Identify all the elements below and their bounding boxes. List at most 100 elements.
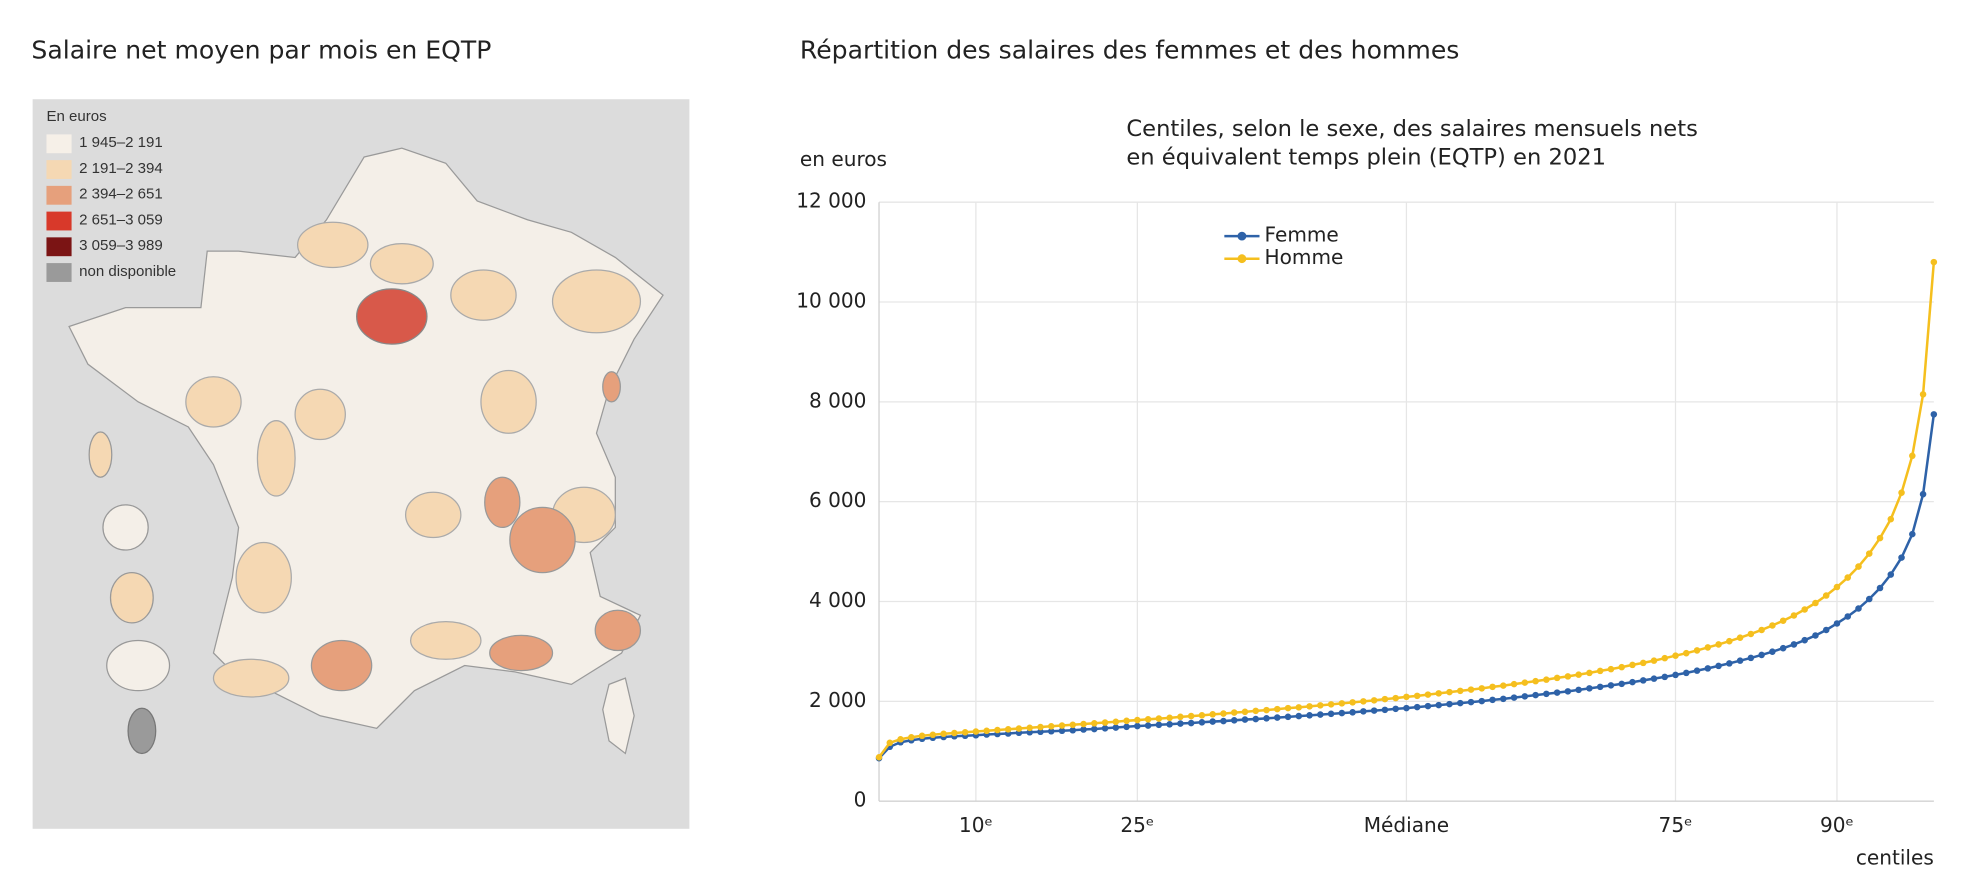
region <box>294 388 346 441</box>
island <box>88 431 113 478</box>
data-point <box>918 732 926 740</box>
data-point <box>1467 686 1475 693</box>
data-point <box>1639 659 1647 667</box>
data-point <box>886 739 894 747</box>
data-point <box>1446 688 1453 696</box>
data-point <box>972 728 980 735</box>
data-point <box>1500 695 1507 703</box>
x-tick-label: 75ᵉ <box>1659 813 1693 837</box>
data-point <box>1467 698 1475 706</box>
data-point <box>1532 677 1539 685</box>
data-point <box>1004 726 1012 733</box>
data-point <box>1801 606 1808 613</box>
region <box>602 371 621 403</box>
data-point <box>1317 702 1324 709</box>
region <box>310 639 373 692</box>
region <box>450 269 517 321</box>
data-point <box>1553 674 1561 682</box>
data-point <box>1241 708 1249 716</box>
data-point <box>875 753 883 761</box>
data-point <box>1134 716 1141 724</box>
data-point <box>1403 693 1410 701</box>
legend-label: 2 191–2 394 <box>79 160 163 177</box>
island <box>102 504 149 551</box>
data-point <box>1230 709 1238 716</box>
data-point <box>1639 677 1647 684</box>
data-point <box>908 734 915 741</box>
legend-label: Homme <box>1265 245 1344 269</box>
data-point <box>1101 719 1109 726</box>
data-point <box>1564 673 1572 680</box>
region <box>409 620 482 660</box>
data-point <box>1726 660 1733 667</box>
map-legend: 1 945–2 191 2 191–2 394 2 394–2 651 2 651–3… <box>46 134 176 282</box>
island <box>106 639 171 692</box>
data-point <box>1909 452 1916 460</box>
data-point <box>1381 706 1389 714</box>
legend-swatch <box>46 185 72 205</box>
legend-marker <box>1237 254 1247 264</box>
region <box>235 541 292 614</box>
data-point <box>1370 707 1378 714</box>
data-point <box>1629 678 1636 686</box>
data-point <box>1446 700 1453 708</box>
data-point <box>1101 725 1109 732</box>
data-point <box>1489 696 1496 704</box>
data-point <box>1500 682 1507 689</box>
data-point <box>1521 679 1529 686</box>
data-point <box>1317 711 1324 718</box>
data-point <box>1241 716 1249 723</box>
data-point <box>1790 612 1798 619</box>
data-point <box>1220 710 1227 717</box>
data-point <box>1274 714 1281 721</box>
data-point <box>1144 716 1152 723</box>
data-point <box>1596 667 1604 675</box>
data-point <box>1607 682 1615 689</box>
data-point <box>1177 720 1184 727</box>
data-point <box>1456 687 1464 695</box>
data-point <box>1413 692 1421 700</box>
data-point <box>1306 703 1313 710</box>
data-point <box>1822 592 1830 599</box>
data-point <box>1047 728 1055 735</box>
map-title: Salaire net moyen par mois en EQTP <box>31 35 491 64</box>
legend-marker <box>1237 231 1247 241</box>
data-point <box>1478 685 1486 692</box>
data-point <box>951 729 958 737</box>
data-point <box>1693 647 1701 654</box>
data-point <box>1833 583 1841 591</box>
x-tick-label: Médiane <box>1364 813 1449 837</box>
data-point <box>1295 704 1303 711</box>
data-point <box>1220 717 1227 725</box>
legend-label: 2 394–2 651 <box>79 186 163 203</box>
x-axis-label: centiles <box>1856 845 1934 869</box>
data-point <box>1284 704 1292 712</box>
data-point <box>1155 715 1163 722</box>
data-point <box>1801 636 1808 644</box>
legend-swatch <box>46 211 72 231</box>
legend-label: 2 651–3 059 <box>79 211 163 228</box>
data-point <box>1704 644 1712 651</box>
region <box>489 634 554 672</box>
data-point <box>1047 723 1055 730</box>
data-point <box>1758 651 1765 659</box>
legend-swatch <box>46 160 72 179</box>
data-point <box>994 726 1001 734</box>
data-point <box>1575 686 1582 694</box>
data-point <box>1661 673 1669 681</box>
data-point <box>1769 648 1776 655</box>
chart-title: Répartition des salaires des femmes et d… <box>800 35 1459 64</box>
data-point <box>1704 665 1712 672</box>
chart-subtitle: Centiles, selon le sexe, des salaires me… <box>1126 116 1697 142</box>
data-point <box>1080 720 1087 728</box>
island <box>127 707 157 755</box>
region <box>185 376 242 428</box>
map <box>68 147 664 755</box>
data-point <box>1349 709 1356 716</box>
data-point <box>1887 515 1895 523</box>
region <box>404 491 462 539</box>
data-point <box>1758 626 1765 634</box>
data-point <box>897 736 904 743</box>
data-point <box>1855 563 1862 570</box>
data-point <box>1370 697 1378 704</box>
